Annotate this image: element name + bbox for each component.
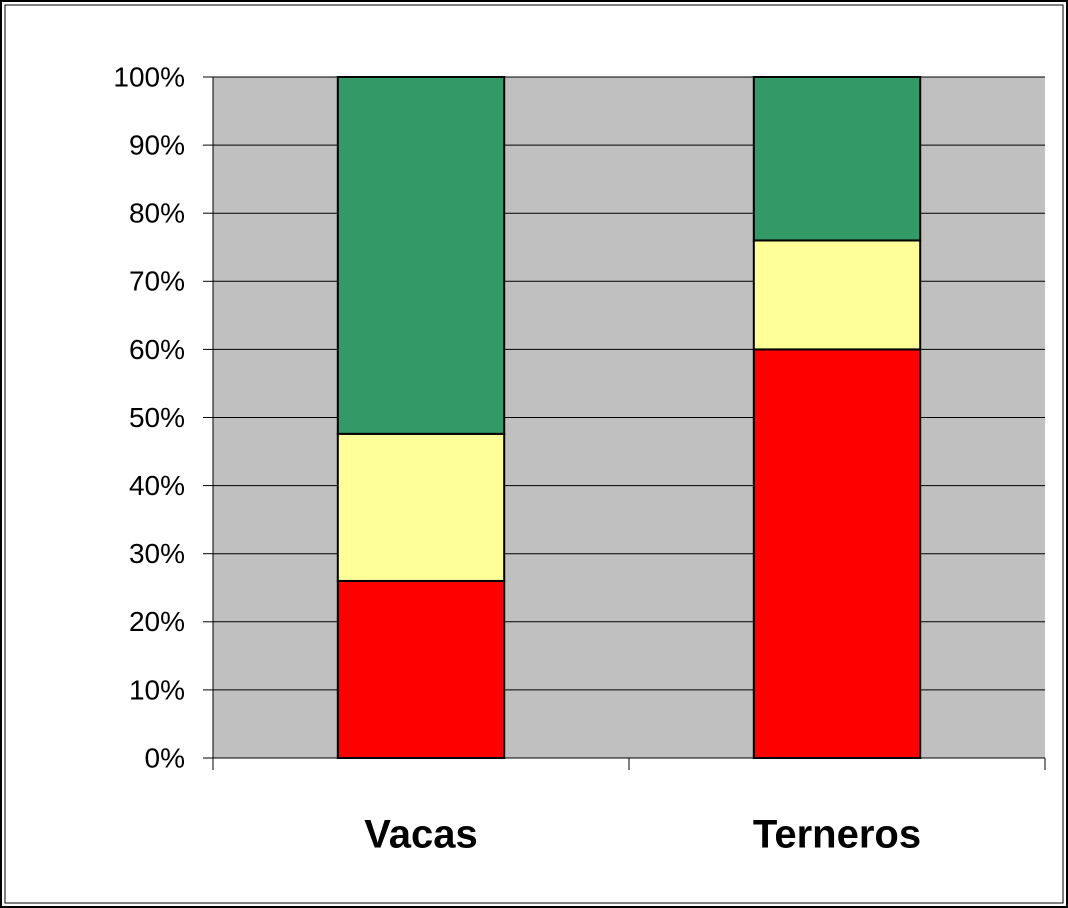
y-tick-label: 30% xyxy=(129,538,185,569)
y-tick-label: 70% xyxy=(129,266,185,297)
y-tick-label: 10% xyxy=(129,674,185,705)
x-tick-label: Vacas xyxy=(364,813,477,857)
bar-segment xyxy=(752,348,922,759)
bar-segment xyxy=(752,239,922,351)
bar-segment xyxy=(336,579,506,759)
y-tick-label: 0% xyxy=(145,742,185,773)
y-tick-label: 80% xyxy=(129,198,185,229)
y-tick-label: 20% xyxy=(129,606,185,637)
y-tick-label: 40% xyxy=(129,470,185,501)
bar-segment xyxy=(336,76,506,435)
bar-segment xyxy=(752,76,922,242)
bar-segment xyxy=(336,432,506,582)
y-tick-label: 100% xyxy=(113,61,185,92)
x-tick-label: Terneros xyxy=(753,813,921,857)
y-tick-label: 60% xyxy=(129,334,185,365)
frame-inner xyxy=(4,4,1064,904)
y-tick-label: 90% xyxy=(129,129,185,160)
y-tick-label: 50% xyxy=(129,402,185,433)
